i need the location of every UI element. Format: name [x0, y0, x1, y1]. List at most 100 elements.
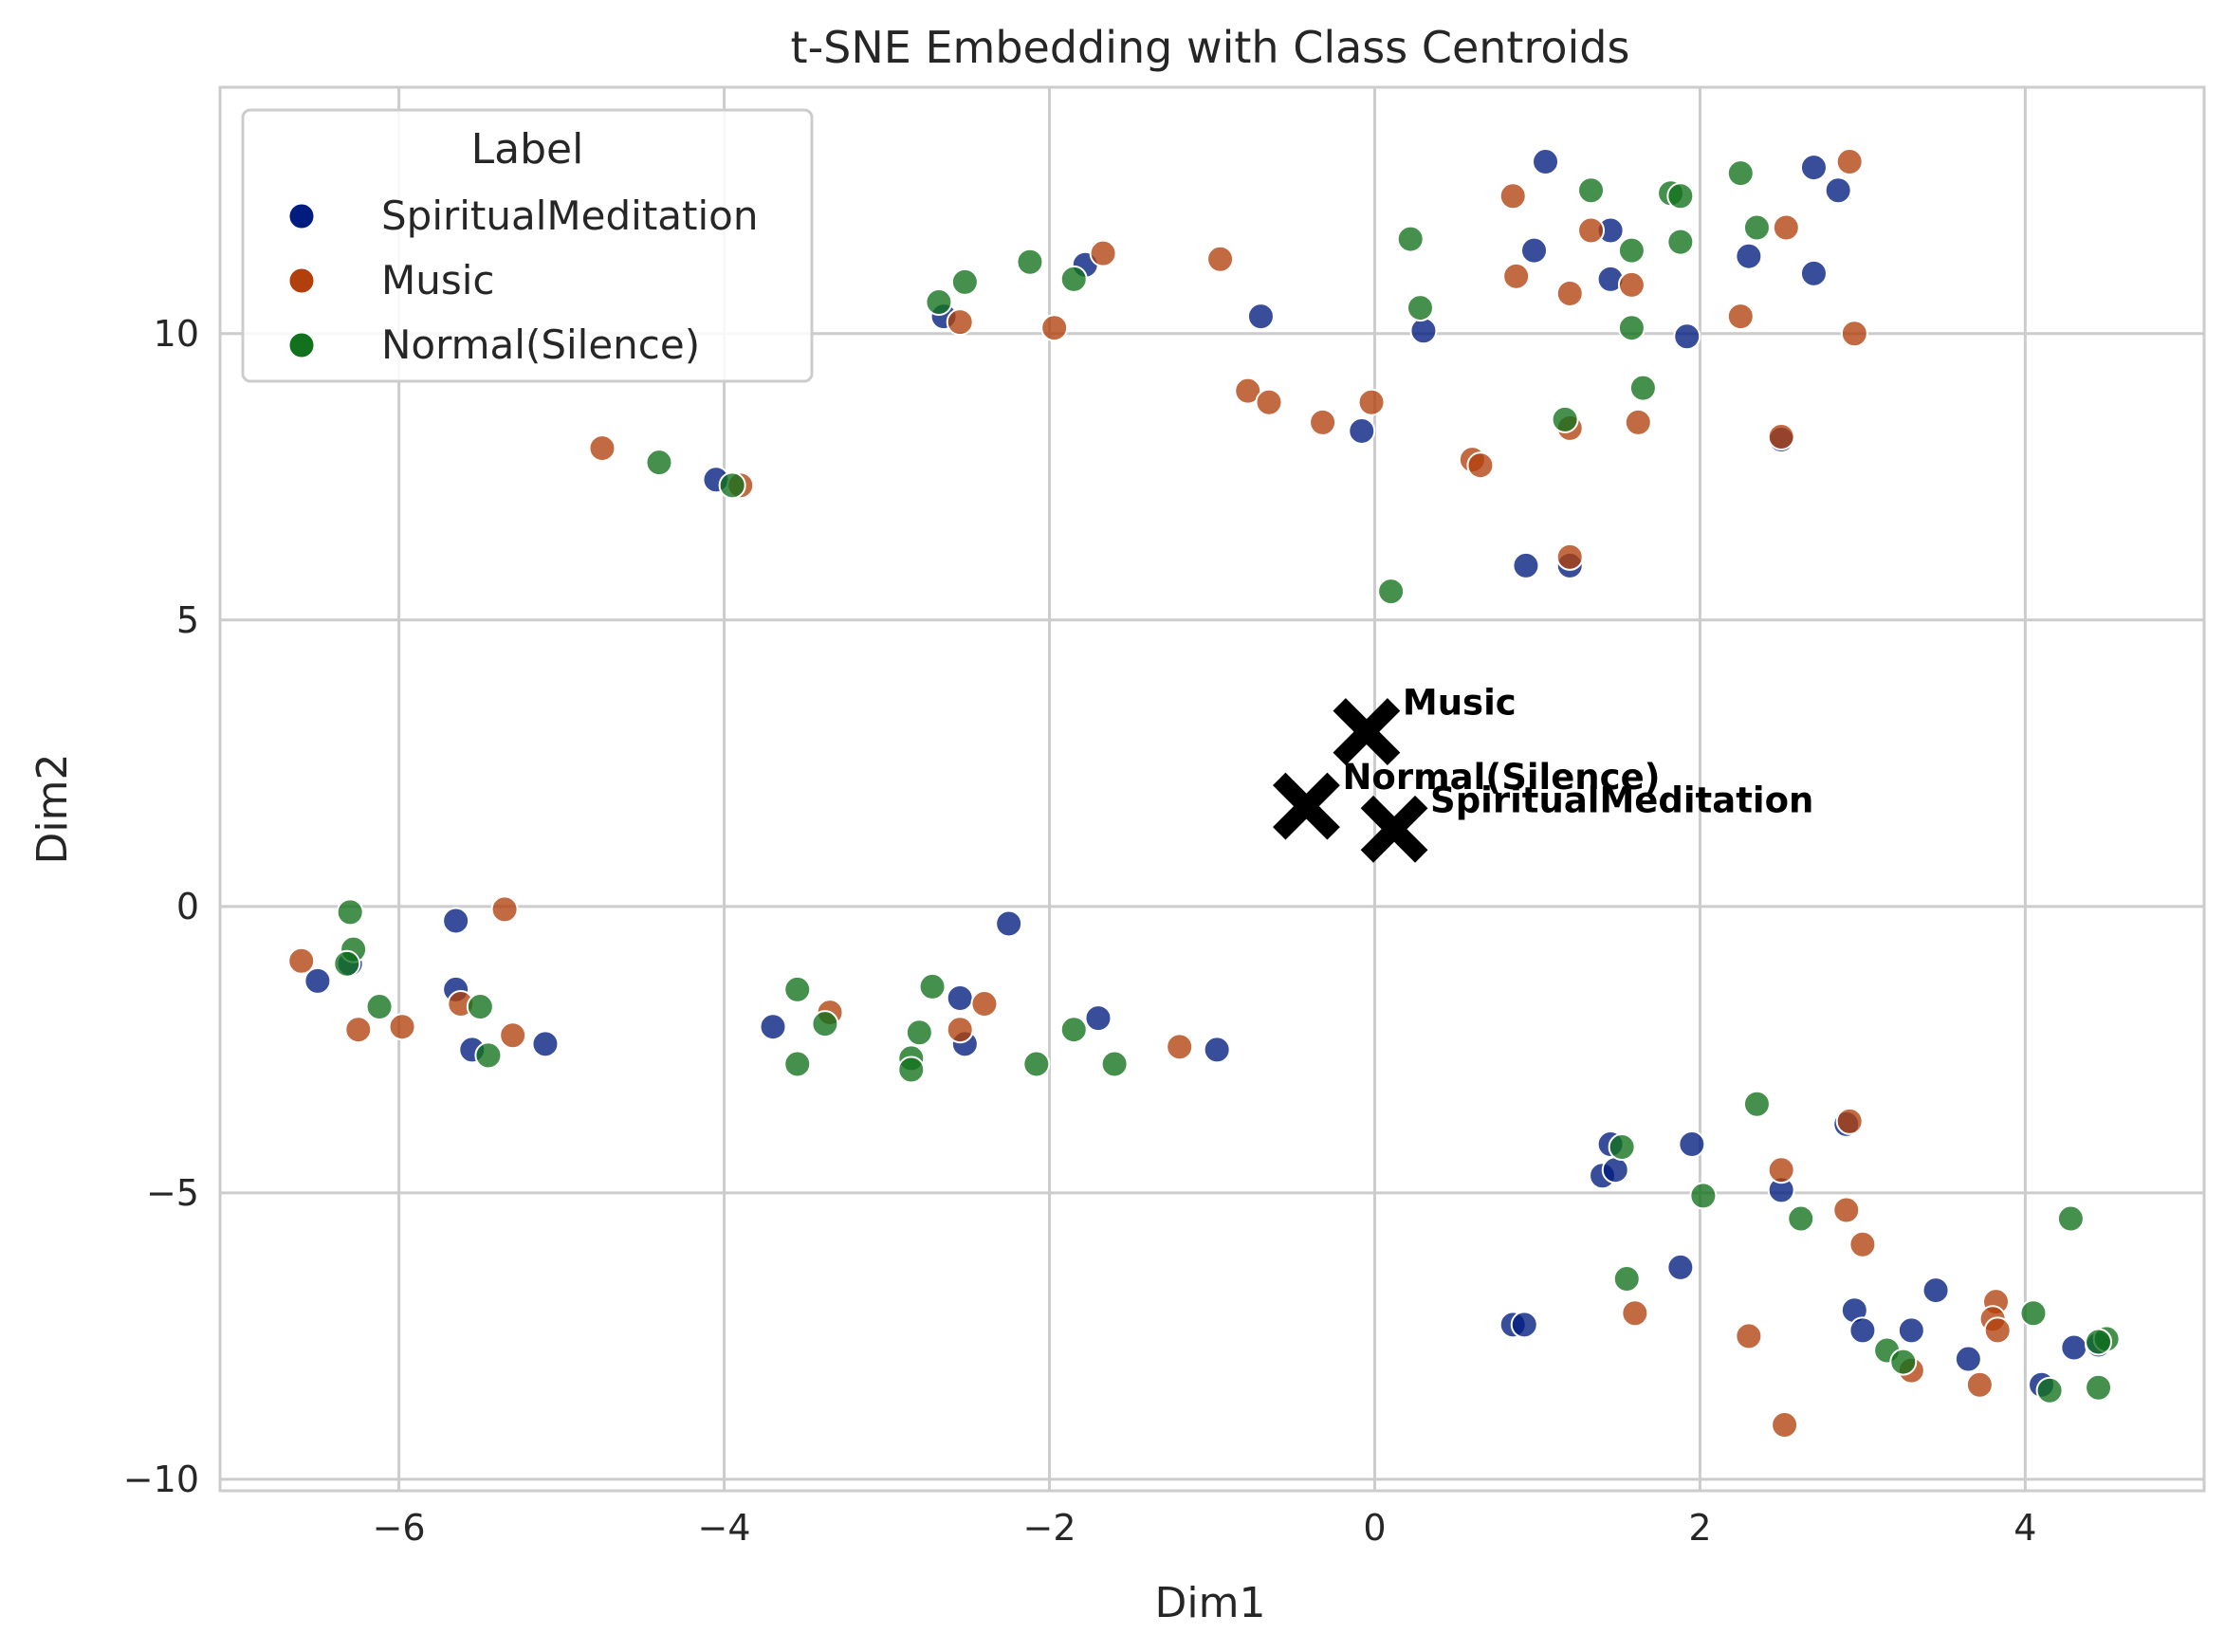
- x-tick-label: −6: [373, 1507, 426, 1549]
- data-point: [783, 975, 812, 1003]
- data-point: [531, 1030, 560, 1058]
- data-point: [1499, 182, 1527, 211]
- data-point: [811, 1010, 839, 1038]
- data-point: [1666, 1253, 1695, 1281]
- data-point: [950, 267, 979, 296]
- data-point: [365, 993, 394, 1021]
- data-point: [1203, 1036, 1231, 1064]
- data-point: [1551, 405, 1579, 433]
- legend: Label SpiritualMeditation Music Normal(Sile…: [241, 108, 814, 383]
- centroid-label: Normal(Silence): [1342, 757, 1660, 798]
- data-point: [1206, 245, 1235, 273]
- x-axis-label: Dim1: [1155, 1579, 1266, 1627]
- data-point: [1608, 1133, 1636, 1162]
- data-point: [1617, 270, 1646, 299]
- data-point: [1835, 148, 1864, 176]
- data-point: [1555, 279, 1584, 307]
- data-point: [1617, 314, 1646, 342]
- data-point: [2085, 1373, 2113, 1402]
- data-point: [1059, 265, 1088, 293]
- data-point: [718, 471, 746, 500]
- data-point: [466, 993, 494, 1021]
- data-point: [1396, 225, 1425, 253]
- data-point: [1612, 1264, 1641, 1293]
- legend-title: Label: [471, 125, 584, 174]
- data-point: [1848, 1316, 1877, 1345]
- data-point: [1628, 374, 1657, 402]
- data-point: [970, 990, 999, 1019]
- data-point: [783, 1050, 812, 1078]
- data-point: [344, 1016, 373, 1044]
- data-point: [1965, 1370, 1994, 1399]
- y-tick-label: −5: [146, 1172, 199, 1214]
- data-points: [287, 148, 2121, 1440]
- data-point: [1922, 1276, 1950, 1305]
- data-point: [1555, 542, 1584, 571]
- data-point: [946, 308, 974, 337]
- data-point: [897, 1055, 926, 1084]
- data-point: [1348, 416, 1376, 445]
- data-point: [1520, 236, 1549, 265]
- data-point: [1166, 1033, 1194, 1061]
- data-point: [490, 895, 519, 924]
- x-axis-ticks: −6 −4 −2 0 2 4: [373, 1507, 2037, 1549]
- legend-marker: [287, 202, 316, 230]
- data-point: [1889, 1348, 1918, 1376]
- data-point: [1502, 262, 1531, 290]
- class-centroids: Music Normal(Silence)SpiritualMeditation: [1273, 683, 1813, 863]
- data-point: [1772, 213, 1800, 242]
- data-point: [1689, 1182, 1718, 1210]
- data-point: [1832, 1196, 1861, 1224]
- data-point: [1309, 408, 1337, 436]
- x-tick-label: −4: [698, 1507, 751, 1549]
- data-point: [1897, 1316, 1925, 1345]
- data-point: [1954, 1345, 1982, 1373]
- data-point: [1532, 148, 1560, 176]
- centroid-marker: [1273, 772, 1340, 840]
- data-point: [1840, 320, 1868, 348]
- y-axis-ticks: −10 −5 0 5 10: [123, 313, 199, 1500]
- data-point: [1726, 159, 1755, 188]
- data-point: [1767, 422, 1795, 450]
- data-point: [1577, 216, 1606, 245]
- data-point: [645, 449, 673, 477]
- data-point: [588, 434, 616, 463]
- data-point: [1735, 1322, 1763, 1350]
- y-tick-label: 10: [154, 313, 199, 355]
- data-point: [442, 907, 470, 935]
- data-point: [1787, 1204, 1815, 1233]
- legend-box: [241, 108, 814, 383]
- data-point: [1089, 239, 1117, 267]
- legend-marker: [287, 331, 316, 359]
- data-point: [1799, 259, 1828, 287]
- data-point: [2035, 1376, 2064, 1404]
- data-point: [1824, 176, 1852, 205]
- data-point: [995, 909, 1023, 938]
- data-point: [303, 966, 332, 995]
- series-music: [287, 148, 2012, 1440]
- data-point: [1016, 248, 1044, 276]
- data-point: [1726, 303, 1755, 331]
- y-tick-label: −10: [123, 1459, 199, 1500]
- legend-marker: [287, 266, 316, 295]
- legend-entry: Music: [381, 257, 495, 303]
- data-point: [1617, 236, 1646, 265]
- data-point: [1040, 314, 1069, 342]
- data-point: [1742, 1090, 1771, 1118]
- data-point: [1799, 154, 1828, 182]
- x-tick-label: 4: [2014, 1507, 2036, 1549]
- data-point: [333, 949, 361, 978]
- data-point: [1246, 303, 1275, 331]
- data-point: [1084, 1004, 1112, 1033]
- data-point: [1022, 1050, 1051, 1078]
- data-point: [1742, 213, 1771, 242]
- data-point: [759, 1013, 787, 1041]
- data-point: [1848, 1230, 1877, 1258]
- data-point: [925, 288, 953, 317]
- data-point: [1357, 388, 1386, 416]
- data-point: [1510, 1311, 1538, 1339]
- data-point: [1678, 1130, 1706, 1159]
- data-point: [1601, 1156, 1629, 1184]
- data-point: [1100, 1050, 1129, 1078]
